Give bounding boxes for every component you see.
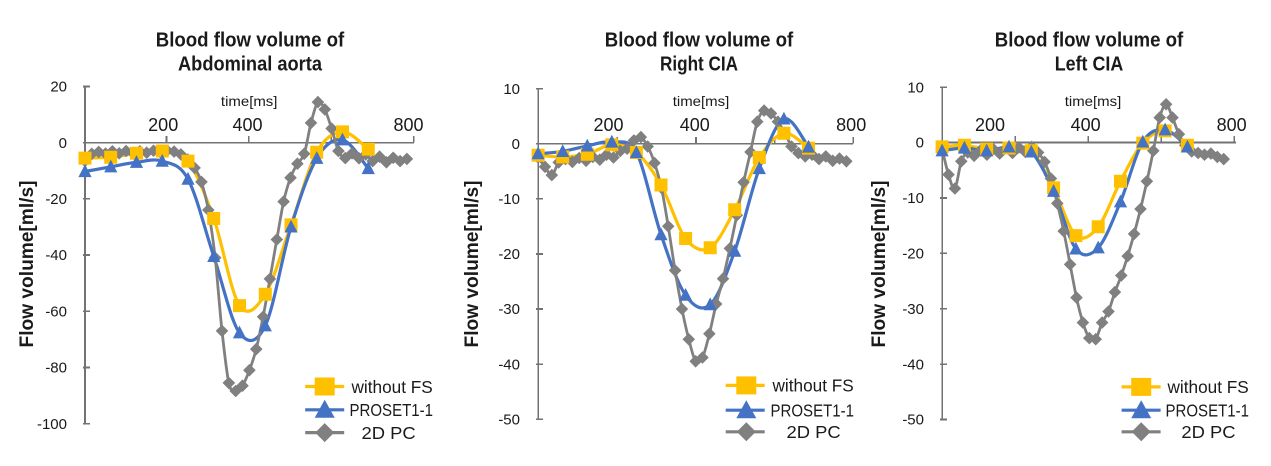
svg-text:2D PC: 2D PC [362,423,416,443]
svg-text:time[ms]: time[ms] [673,93,730,109]
svg-text:time[ms]: time[ms] [221,93,278,109]
svg-text:10: 10 [907,79,924,96]
svg-text:PROSET1-1: PROSET1-1 [771,401,855,421]
svg-text:200: 200 [593,115,623,135]
svg-text:-20: -20 [45,191,67,208]
svg-text:-30: -30 [498,301,520,318]
svg-text:Right CIA: Right CIA [660,54,738,76]
svg-text:2D PC: 2D PC [787,422,841,442]
svg-text:Abdominal aorta: Abdominal aorta [178,54,323,76]
svg-text:-50: -50 [902,412,924,429]
svg-text:400: 400 [232,115,262,135]
svg-text:400: 400 [1071,115,1101,135]
svg-text:Blood flow volume of: Blood flow volume of [995,30,1184,52]
svg-text:without FS: without FS [1167,377,1249,397]
svg-text:-10: -10 [902,190,924,207]
svg-text:-20: -20 [498,246,520,263]
svg-text:200: 200 [148,115,178,135]
svg-text:0: 0 [59,135,67,152]
svg-text:10: 10 [503,81,520,98]
svg-text:-60: -60 [45,303,67,320]
svg-text:-40: -40 [498,356,520,373]
svg-text:0: 0 [512,136,520,153]
svg-text:PROSET1-1: PROSET1-1 [350,400,434,420]
svg-text:-40: -40 [45,247,67,264]
svg-text:time[ms]: time[ms] [1065,93,1122,109]
svg-text:-30: -30 [902,301,924,318]
svg-text:Left CIA: Left CIA [1055,54,1124,76]
svg-text:400: 400 [680,115,710,135]
svg-text:200: 200 [975,115,1005,135]
svg-text:Blood flow volume of: Blood flow volume of [605,30,794,52]
svg-text:-50: -50 [498,411,520,428]
svg-text:800: 800 [836,115,866,135]
svg-text:PROSET1-1: PROSET1-1 [1166,401,1250,421]
svg-text:Blood flow volume of: Blood flow volume of [156,30,345,52]
svg-text:without FS: without FS [772,376,854,396]
svg-text:without FS: without FS [351,377,433,397]
svg-text:Flow volume[ml/s]: Flow volume[ml/s] [462,181,483,348]
svg-text:0: 0 [916,135,924,152]
svg-text:Flow volume[ml/s]: Flow volume[ml/s] [869,181,890,348]
svg-text:20: 20 [50,79,67,96]
svg-text:Flow volume[ml/s]: Flow volume[ml/s] [17,181,38,348]
svg-text:-80: -80 [45,360,67,377]
svg-text:2D PC: 2D PC [1181,422,1235,442]
svg-text:-40: -40 [902,356,924,373]
svg-text:-100: -100 [37,416,67,433]
svg-text:800: 800 [1217,115,1247,135]
svg-text:800: 800 [393,115,423,135]
svg-text:-20: -20 [902,246,924,263]
svg-text:-10: -10 [498,191,520,208]
